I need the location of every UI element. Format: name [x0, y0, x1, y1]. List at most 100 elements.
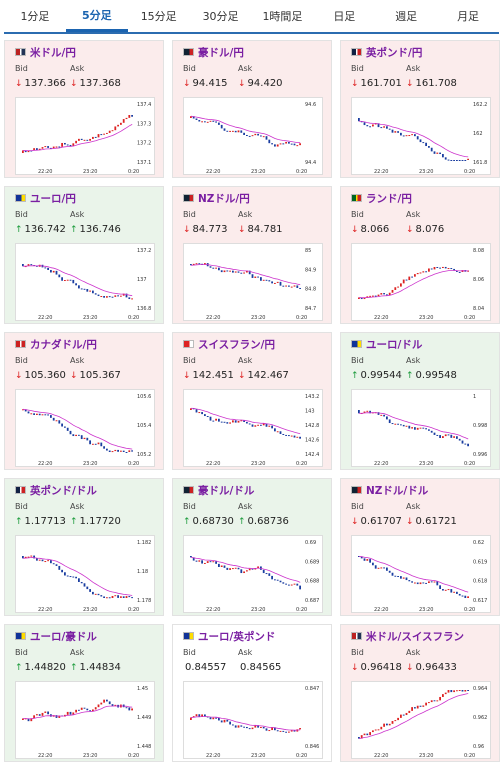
pair-header[interactable]: 英ポンド/ドル	[5, 479, 163, 501]
pair-name[interactable]: 米ドル/スイスフラン	[366, 630, 465, 643]
candle	[271, 281, 273, 284]
rate-card[interactable]: ユーロ/豪ドル Bid Ask ↑ 1.44820 ↑ 1.44834 1.45 1.4…	[4, 624, 164, 762]
candle	[201, 121, 203, 123]
price-chart[interactable]: 143.2 143 142.8 142.6 142.4 22:20 23:20 0:20	[183, 389, 323, 467]
pair-header[interactable]: ユーロ/ドル	[341, 333, 499, 355]
pair-name[interactable]: ユーロ/豪ドル	[30, 630, 97, 643]
pair-header[interactable]: ランド/円	[341, 187, 499, 209]
pair-name[interactable]: 英ポンド/ドル	[30, 484, 97, 497]
pair-header[interactable]: ユーロ/円	[5, 187, 163, 209]
rate-card[interactable]: ランド/円 Bid Ask ↓ 8.066 ↓ 8.076 8.08 8.06 8.04 2…	[340, 186, 500, 324]
price-chart[interactable]: 0.62 0.619 0.618 0.617 22:20 23:20 0:20	[351, 535, 491, 613]
pair-header[interactable]: カナダドル/円	[5, 333, 163, 355]
candle	[94, 593, 97, 595]
candle	[246, 134, 248, 136]
candle	[293, 583, 296, 585]
rate-card[interactable]: カナダドル/円 Bid Ask ↓ 105.360 ↓ 105.367 105.6 10…	[4, 332, 164, 470]
rate-card[interactable]: 米ドル/スイスフラン Bid Ask ↓ 0.96418 ↓ 0.96433 0.96…	[340, 624, 500, 762]
rate-card[interactable]: 英ポンド/ドル Bid Ask ↑ 1.17713 ↑ 1.17720 1.182 1.…	[4, 478, 164, 616]
price-chart[interactable]: 162.2 162 161.8 22:20 23:20 0:20	[351, 97, 491, 175]
price-chart[interactable]: 137.2 137 136.8 22:20 23:20 0:20	[15, 243, 155, 321]
pair-name[interactable]: ユーロ/円	[30, 192, 76, 205]
pair-header[interactable]: 米ドル/スイスフラン	[341, 625, 499, 647]
rate-card[interactable]: NZドル/円 Bid Ask ↓ 84.773 ↓ 84.781 85 84.9 84.8…	[172, 186, 332, 324]
pair-name[interactable]: スイスフラン/円	[198, 338, 276, 351]
price-chart[interactable]: 0.847 0.846 22:20 23:20 0:20	[183, 681, 323, 759]
price-chart[interactable]: 137.4 137.3 137.2 137.1 22:20 23:20 0:20	[15, 97, 155, 175]
pair-header[interactable]: NZドル/円	[173, 187, 331, 209]
tab-4[interactable]: 1時間足	[262, 10, 303, 23]
pair-name[interactable]: NZドル/ドル	[366, 484, 429, 497]
tab-6[interactable]: 週足	[395, 10, 418, 23]
candle	[240, 130, 243, 133]
ask-label: Ask	[70, 356, 85, 365]
candle	[246, 270, 248, 273]
moving-average-line	[358, 270, 469, 299]
candle	[411, 581, 413, 583]
candle	[69, 711, 72, 715]
pair-header[interactable]: ユーロ/英ポンド	[173, 625, 331, 647]
pair-header[interactable]: 米ドル/円	[5, 41, 163, 63]
rate-card[interactable]: 豪ドル/ドル Bid Ask ↑ 0.68730 ↑ 0.68736 0.69 0.68…	[172, 478, 332, 616]
x-tick-label: 0:20	[296, 753, 307, 759]
price-chart[interactable]: 0.69 0.689 0.688 0.687 22:20 23:20 0:20	[183, 535, 323, 613]
pair-header[interactable]: 英ポンド/円	[341, 41, 499, 63]
tab-5[interactable]: 日足	[333, 10, 356, 23]
rate-card[interactable]: ユーロ/英ポンド Bid Ask 0.84557 0.84565 0.847 0.8…	[172, 624, 332, 762]
price-chart[interactable]: 94.6 94.4 22:20 23:20 0:20	[183, 97, 323, 175]
ask-arrow-icon: ↑	[406, 370, 414, 381]
pair-name[interactable]: NZドル/円	[198, 192, 250, 205]
tab-2[interactable]: 15分足	[140, 10, 177, 23]
ask-arrow-icon: ↑	[70, 516, 78, 527]
price-chart[interactable]: 0.964 0.962 0.96 22:20 23:20 0:20	[351, 681, 491, 759]
rate-card[interactable]: スイスフラン/円 Bid Ask ↓ 142.451 ↓ 142.467 143.2 1…	[172, 332, 332, 470]
candle	[290, 435, 293, 437]
pair-header[interactable]: 豪ドル/円	[173, 41, 331, 63]
pair-header[interactable]: ユーロ/豪ドル	[5, 625, 163, 647]
rate-card[interactable]: 米ドル/円 Bid Ask ↓ 137.366 ↓ 137.368 137.4 137.…	[4, 40, 164, 178]
tab-7[interactable]: 月足	[457, 10, 480, 23]
rate-card[interactable]: NZドル/ドル Bid Ask ↓ 0.61707 ↓ 0.61721 0.62 0.6…	[340, 478, 500, 616]
pair-name[interactable]: ユーロ/英ポンド	[198, 630, 276, 643]
pair-name[interactable]: 米ドル/円	[30, 46, 76, 59]
rate-card[interactable]: ユーロ/ドル Bid Ask ↑ 0.99544 ↑ 0.99548 1 0.998 0.…	[340, 332, 500, 470]
pair-name[interactable]: 豪ドル/円	[198, 46, 244, 59]
pair-name[interactable]: ランド/円	[366, 192, 412, 205]
pair-name[interactable]: ユーロ/ドル	[366, 338, 423, 351]
candle	[383, 126, 385, 128]
price-chart[interactable]: 1 0.998 0.996 22:20 23:20 0:20	[351, 389, 491, 467]
pair-header[interactable]: 豪ドル/ドル	[173, 479, 331, 501]
pair-name[interactable]: 英ポンド/円	[366, 46, 423, 59]
rate-card[interactable]: 豪ドル/円 Bid Ask ↓ 94.415 ↓ 94.420 94.6 94.4 22:…	[172, 40, 332, 178]
price-chart[interactable]: 85 84.9 84.8 84.7 22:20 23:20 0:20	[183, 243, 323, 321]
pair-name[interactable]: カナダドル/円	[30, 338, 97, 351]
candle	[64, 142, 66, 145]
candle	[456, 690, 458, 692]
candle	[394, 287, 397, 290]
rate-card[interactable]: 英ポンド/円 Bid Ask ↓ 161.701 ↓ 161.708 162.2 162…	[340, 40, 500, 178]
ask-label: Ask	[238, 210, 253, 219]
candle	[125, 293, 128, 298]
pair-header[interactable]: NZドル/ドル	[341, 479, 499, 501]
price-chart[interactable]: 1.45 1.449 1.448 22:20 23:20 0:20	[15, 681, 155, 759]
tab-0[interactable]: 1分足	[20, 10, 50, 23]
candle	[120, 450, 122, 452]
candle	[436, 266, 439, 268]
tab-3[interactable]: 30分足	[202, 10, 239, 23]
pair-header[interactable]: スイスフラン/円	[173, 333, 331, 355]
pair-name[interactable]: 豪ドル/ドル	[198, 484, 255, 497]
candle	[425, 582, 427, 584]
rate-grid: 米ドル/円 Bid Ask ↓ 137.366 ↓ 137.368 137.4 137.…	[4, 40, 500, 762]
candle	[55, 715, 58, 718]
price-chart[interactable]: 105.6 105.4 105.2 22:20 23:20 0:20	[15, 389, 155, 467]
price-chart[interactable]: 1.182 1.18 1.178 22:20 23:20 0:20	[15, 535, 155, 613]
tab-1[interactable]: 5分足	[65, 0, 128, 32]
candle	[122, 596, 125, 598]
y-tick-label: 0.617	[473, 598, 487, 604]
candle	[377, 123, 380, 128]
candle	[111, 130, 114, 132]
bid-label: Bid	[15, 64, 28, 73]
price-chart[interactable]: 8.08 8.06 8.04 22:20 23:20 0:20	[351, 243, 491, 321]
rate-card[interactable]: ユーロ/円 Bid Ask ↑ 136.742 ↑ 136.746 137.2 137 1…	[4, 186, 164, 324]
candle	[131, 115, 133, 117]
